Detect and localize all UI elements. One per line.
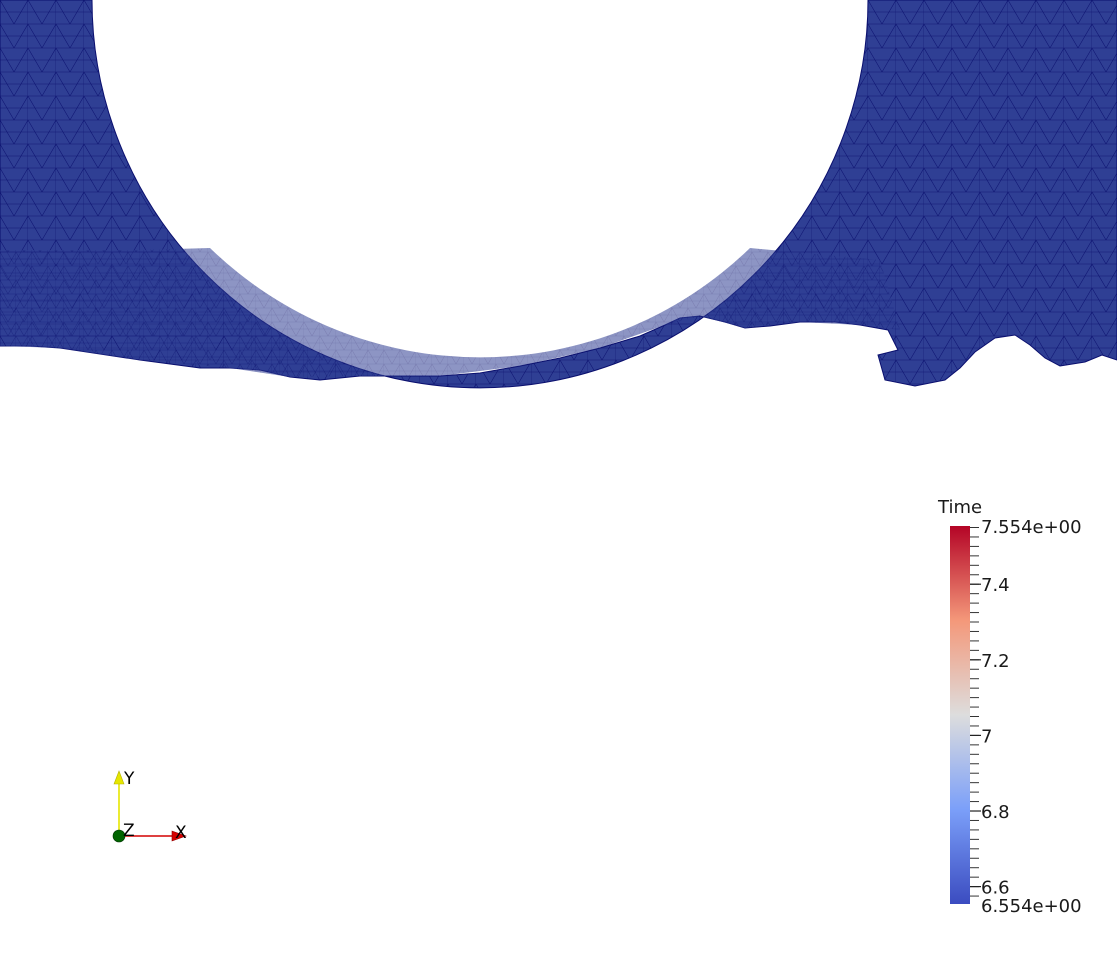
legend-major-labels: 7.4 7.2 7 6.8 6.6 bbox=[970, 575, 1010, 899]
z-axis-label: Z bbox=[123, 821, 135, 841]
legend-major-label: 7 bbox=[981, 726, 992, 747]
z-axis-dot bbox=[112, 829, 126, 843]
y-axis-label: Y bbox=[123, 769, 135, 789]
mesh-surface[interactable] bbox=[0, 0, 1117, 389]
legend-major-label: 6.6 bbox=[981, 878, 1010, 899]
mesh-refined-band bbox=[0, 248, 900, 377]
legend-max-label: 7.554e+00 bbox=[981, 517, 1082, 538]
y-axis-arrowhead bbox=[113, 770, 125, 785]
legend-major-label: 6.8 bbox=[981, 802, 1010, 823]
scalar-bar-legend: Time 7.554e+00 6.554e+00 7.4 7.2 7 6.8 6.6 bbox=[937, 497, 1082, 917]
x-axis-arrowhead bbox=[171, 830, 187, 842]
legend-min-label: 6.554e+00 bbox=[981, 896, 1082, 917]
legend-minor-ticks bbox=[970, 527, 979, 897]
legend-color-bar bbox=[950, 526, 970, 904]
legend-major-label: 7.4 bbox=[981, 575, 1010, 596]
orientation-axes[interactable]: Y X Z bbox=[112, 769, 187, 843]
legend-major-label: 7.2 bbox=[981, 651, 1010, 672]
x-axis-label: X bbox=[175, 823, 187, 843]
legend-title: Time bbox=[937, 497, 982, 518]
